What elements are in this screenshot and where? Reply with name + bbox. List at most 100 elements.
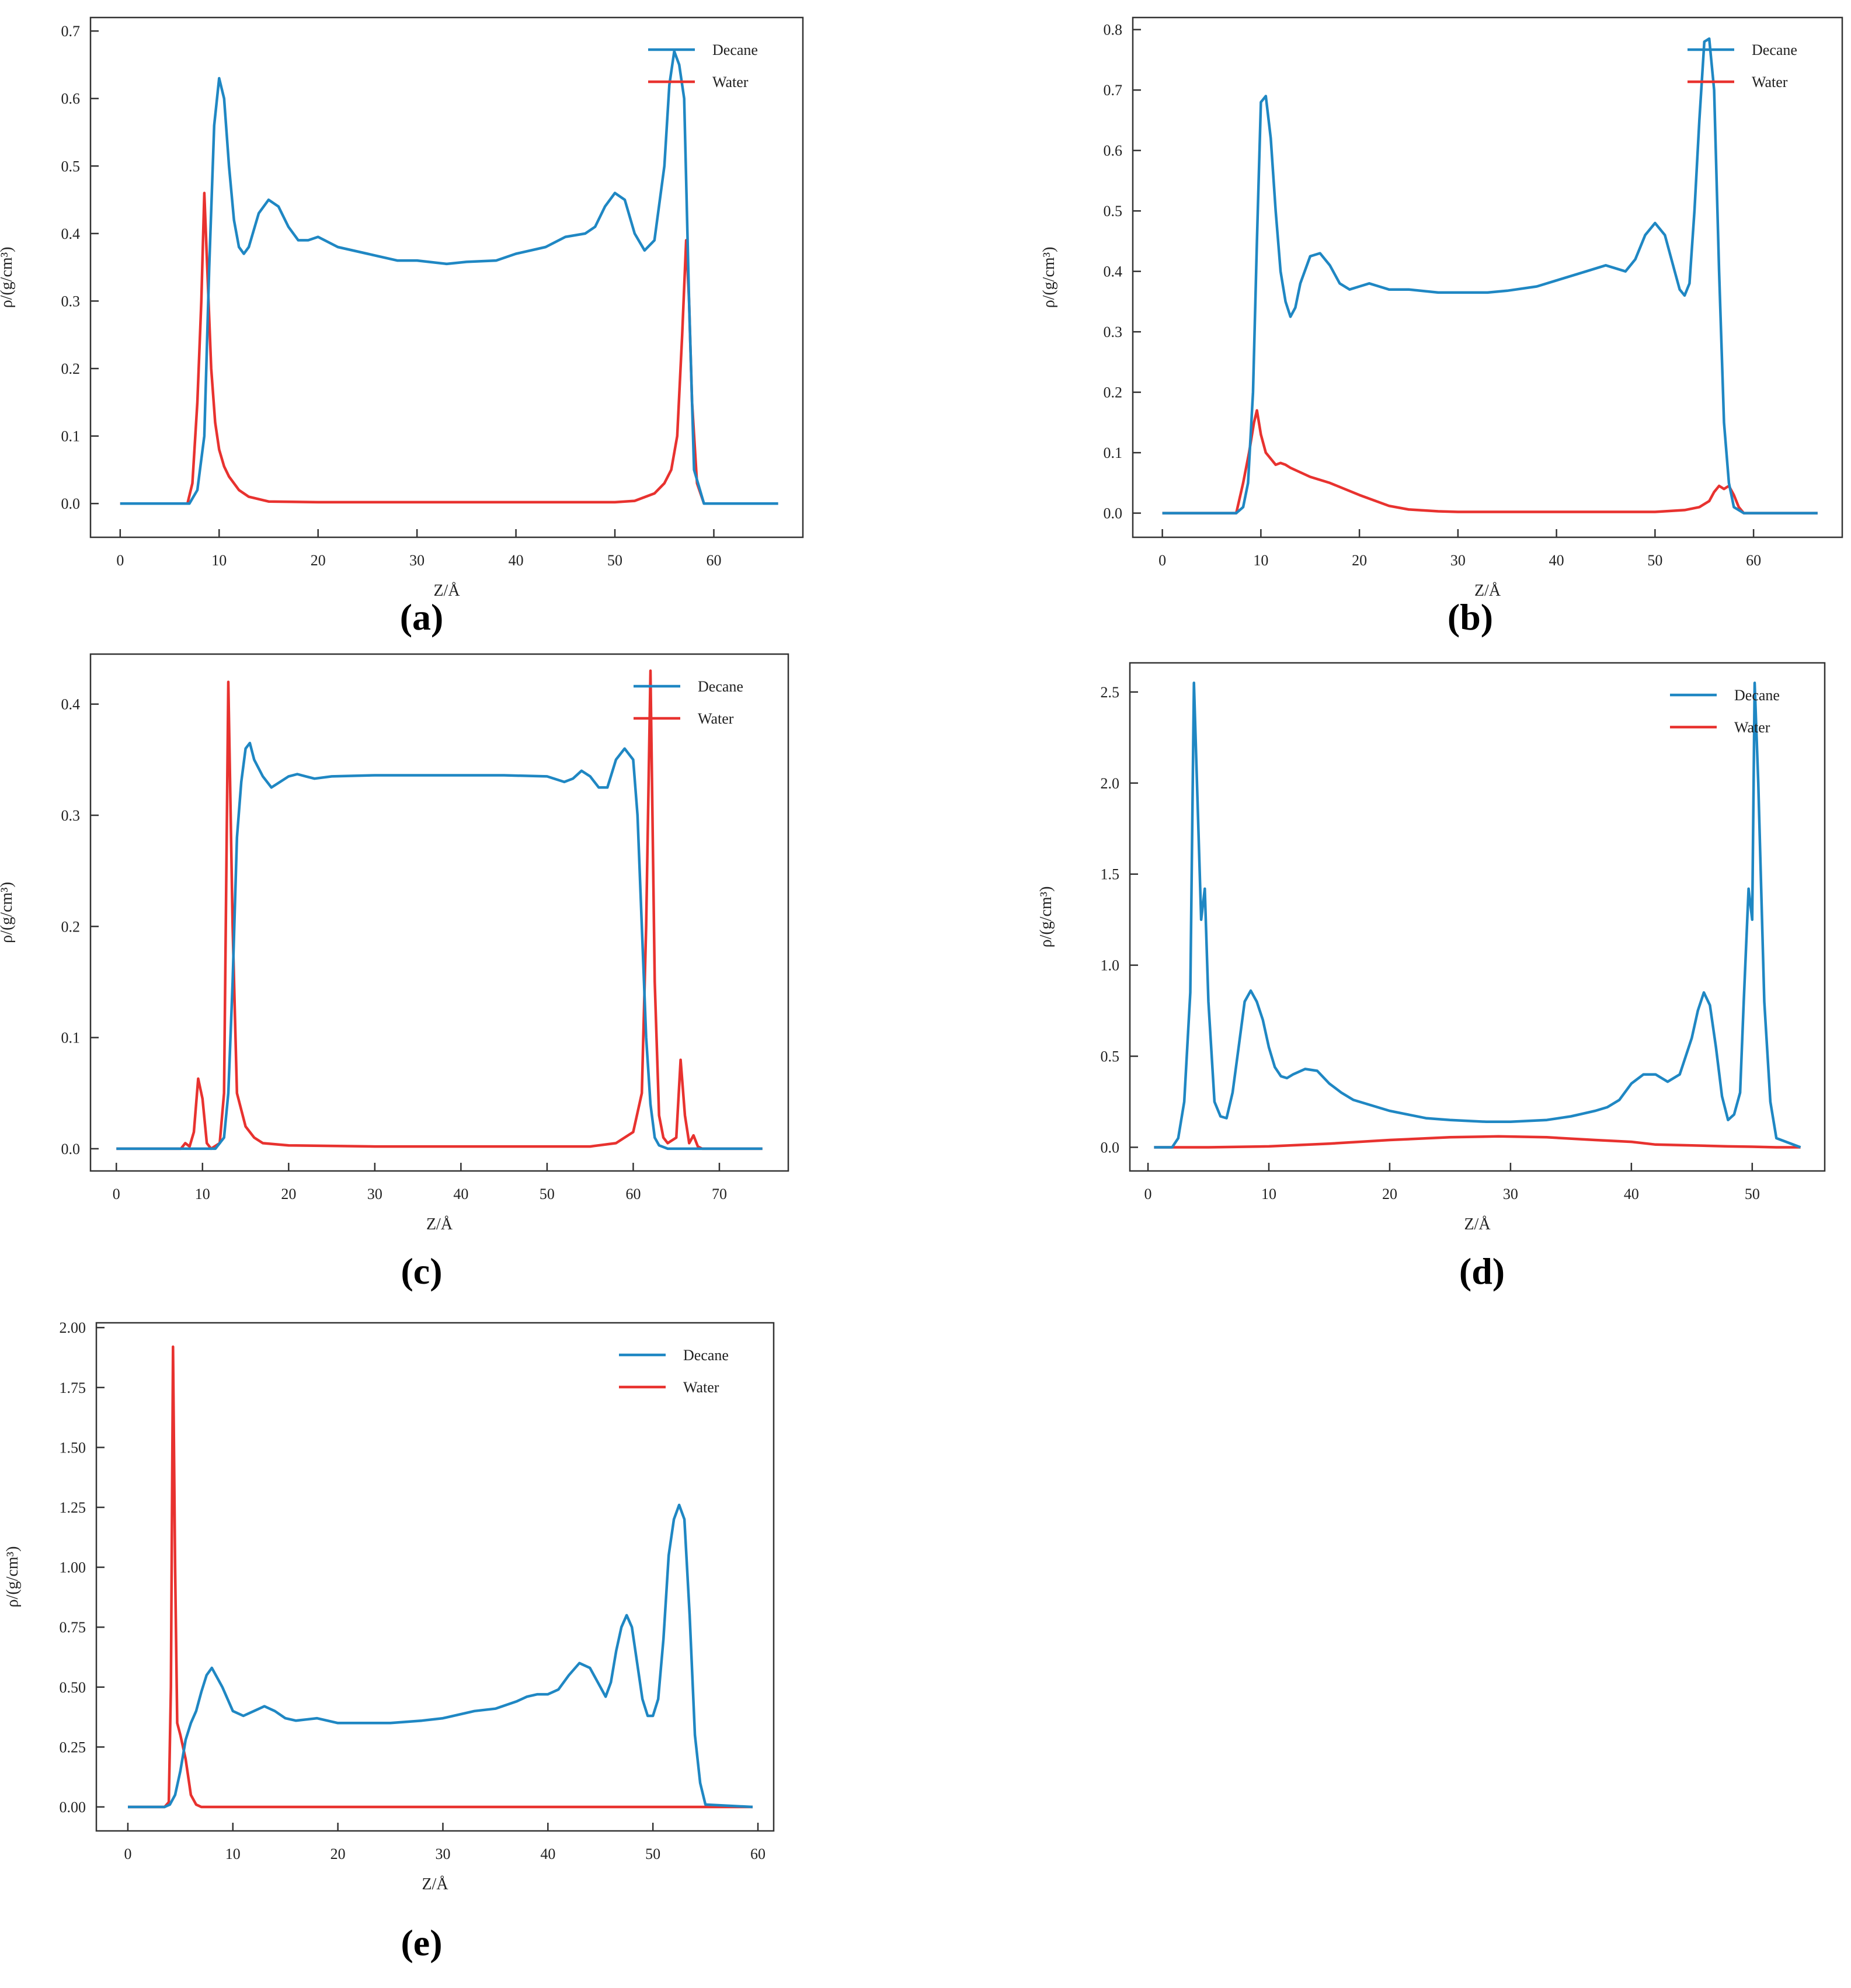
y-tick-label: 1.5 [1101,866,1120,883]
series-line-water [116,669,763,1151]
panel-b-chart: 0 10 20 30 40 50 60 0.0 0.1 0.2 0.3 0.4 0.5 0.6 0.7 0.8… [1040,16,1843,600]
y-tick-label: 1.75 [60,1379,86,1396]
series-line-water [128,1345,753,1809]
legend-label-water: Water [712,74,749,91]
y-tick-label: 1.50 [60,1439,86,1456]
y-tick-label: 0.1 [1104,444,1123,461]
legend-label-decane: Decane [698,678,743,695]
y-tick-label: 0.1 [61,1030,81,1047]
series-line-decane [120,50,778,505]
x-tick-label: 40 [1549,552,1564,569]
panel-c-chart: 0 10 20 30 40 50 60 70 0.0 0.1 0.2 0.3 0.4 Z/Å ρ/(g/cm… [0,653,789,1233]
y-tick-label: 0.4 [61,225,81,242]
y-tick-label: 0.25 [60,1739,86,1756]
y-tick-label: 1.25 [60,1499,86,1516]
plot-group: 0 10 20 30 40 50 60 70 0.0 0.1 0.2 0.3 0.4 Z/Å ρ/(g/cm… [0,653,789,1233]
y-tick-label: 0.3 [1104,324,1123,340]
y-tick-label: 0.50 [60,1679,86,1696]
series-line-decane [1154,682,1801,1149]
plot-frame [1129,662,1826,1172]
x-tick-label: 30 [435,1845,450,1862]
x-tick-label: 10 [225,1845,241,1862]
y-tick-label: 1.00 [60,1559,86,1576]
plot-group: 0 10 20 30 40 50 60 0.0 0.1 0.2 0.3 0.4 0.5 0.6 0.7 Z/Å… [0,16,804,600]
x-tick-label: 50 [1745,1186,1760,1202]
series-line-water [120,192,778,505]
y-tick-label: 0.7 [61,23,81,40]
x-tick-label: 30 [409,552,425,569]
panel-e-caption: (e) [401,1922,443,1963]
y-tick-label: 0.2 [61,918,81,935]
plot-group: 0 10 20 30 40 50 60 0.00 0.25 0.50 0.75 1.00 1.25 1.5… [4,1319,775,1893]
x-tick-label: 40 [453,1186,468,1202]
x-tick-label: 50 [540,1186,555,1202]
y-axis-label: ρ/(g/cm³) [1040,247,1058,308]
series-line-decane [116,742,763,1151]
x-tick-label: 20 [1382,1186,1397,1202]
plot-group: 0 10 20 30 40 50 60 0.0 0.1 0.2 0.3 0.4 0.5 0.6 0.7 0.8… [1040,16,1843,600]
y-axis-label: ρ/(g/cm³) [4,1546,22,1608]
y-tick-label: 1.0 [1101,957,1120,974]
y-tick-label: 2.5 [1101,684,1120,701]
y-tick-label: 0.3 [61,293,81,310]
y-tick-label: 0.3 [61,807,81,824]
y-tick-label: 0.0 [1101,1139,1120,1156]
legend-label-decane: Decane [1752,41,1797,58]
x-axis-label: Z/Å [1464,1215,1491,1233]
y-tick-label: 0.8 [1104,22,1123,39]
y-tick-label: 0.0 [61,1141,81,1158]
y-tick-label: 0.6 [61,91,81,107]
legend-label-water: Water [698,710,734,727]
x-tick-label: 60 [1746,552,1761,569]
y-tick-label: 0.4 [1104,263,1123,280]
panel-c-caption: (c) [401,1250,443,1292]
y-tick-label: 0.0 [1104,505,1123,522]
y-tick-label: 0.4 [61,696,81,713]
panel-d-caption: (d) [1459,1250,1505,1292]
legend-label-water: Water [1752,74,1788,91]
x-tick-label: 50 [1647,552,1662,569]
x-tick-label: 20 [281,1186,296,1202]
plot-frame [89,16,804,538]
x-tick-label: 30 [1503,1186,1518,1202]
plot-frame [1132,16,1843,538]
y-axis-label: ρ/(g/cm³) [0,247,16,308]
legend-label-decane: Decane [683,1347,729,1364]
y-tick-label: 0.5 [1104,203,1123,220]
panel-b-caption: (b) [1447,596,1494,638]
x-tick-label: 60 [707,552,722,569]
panel-d-chart: 0 10 20 30 40 50 0.0 0.5 1.0 1.5 2.0 2.5 Z/Å ρ/(g/cm³… [1037,662,1826,1233]
plot-group: 0 10 20 30 40 50 0.0 0.5 1.0 1.5 2.0 2.5 Z/Å ρ/(g/cm³… [1037,662,1826,1233]
x-tick-label: 30 [367,1186,382,1202]
x-tick-label: 20 [330,1845,346,1862]
legend-label-water: Water [683,1379,719,1396]
x-tick-label: 10 [211,552,227,569]
y-tick-label: 0.75 [60,1619,86,1636]
x-tick-label: 40 [509,552,524,569]
x-axis-label: Z/Å [1474,582,1501,600]
y-axis-label: ρ/(g/cm³) [1037,887,1055,948]
x-axis-label: Z/Å [422,1875,448,1893]
y-tick-label: 0.5 [1101,1048,1120,1065]
panel-a-chart: 0 10 20 30 40 50 60 0.0 0.1 0.2 0.3 0.4 0.5 0.6 0.7 Z/Å… [0,16,804,600]
series-line-water [1162,409,1818,515]
series-line-water [1154,1135,1801,1149]
y-tick-label: 0.2 [1104,384,1123,401]
y-tick-label: 2.00 [60,1319,86,1336]
y-tick-label: 2.0 [1101,775,1120,792]
x-tick-label: 30 [1450,552,1466,569]
legend-label-water: Water [1734,719,1770,736]
y-tick-label: 0.1 [61,428,81,445]
x-tick-label: 40 [540,1845,555,1862]
x-tick-label: 20 [311,552,326,569]
x-tick-label: 60 [625,1186,641,1202]
x-tick-label: 50 [607,552,622,569]
x-tick-label: 50 [645,1845,660,1862]
y-tick-label: 0.00 [60,1799,86,1816]
x-tick-label: 10 [1261,1186,1276,1202]
y-tick-label: 0.5 [61,158,81,175]
x-tick-label: 20 [1352,552,1367,569]
x-tick-label: 0 [1144,1186,1152,1202]
x-tick-label: 60 [750,1845,766,1862]
